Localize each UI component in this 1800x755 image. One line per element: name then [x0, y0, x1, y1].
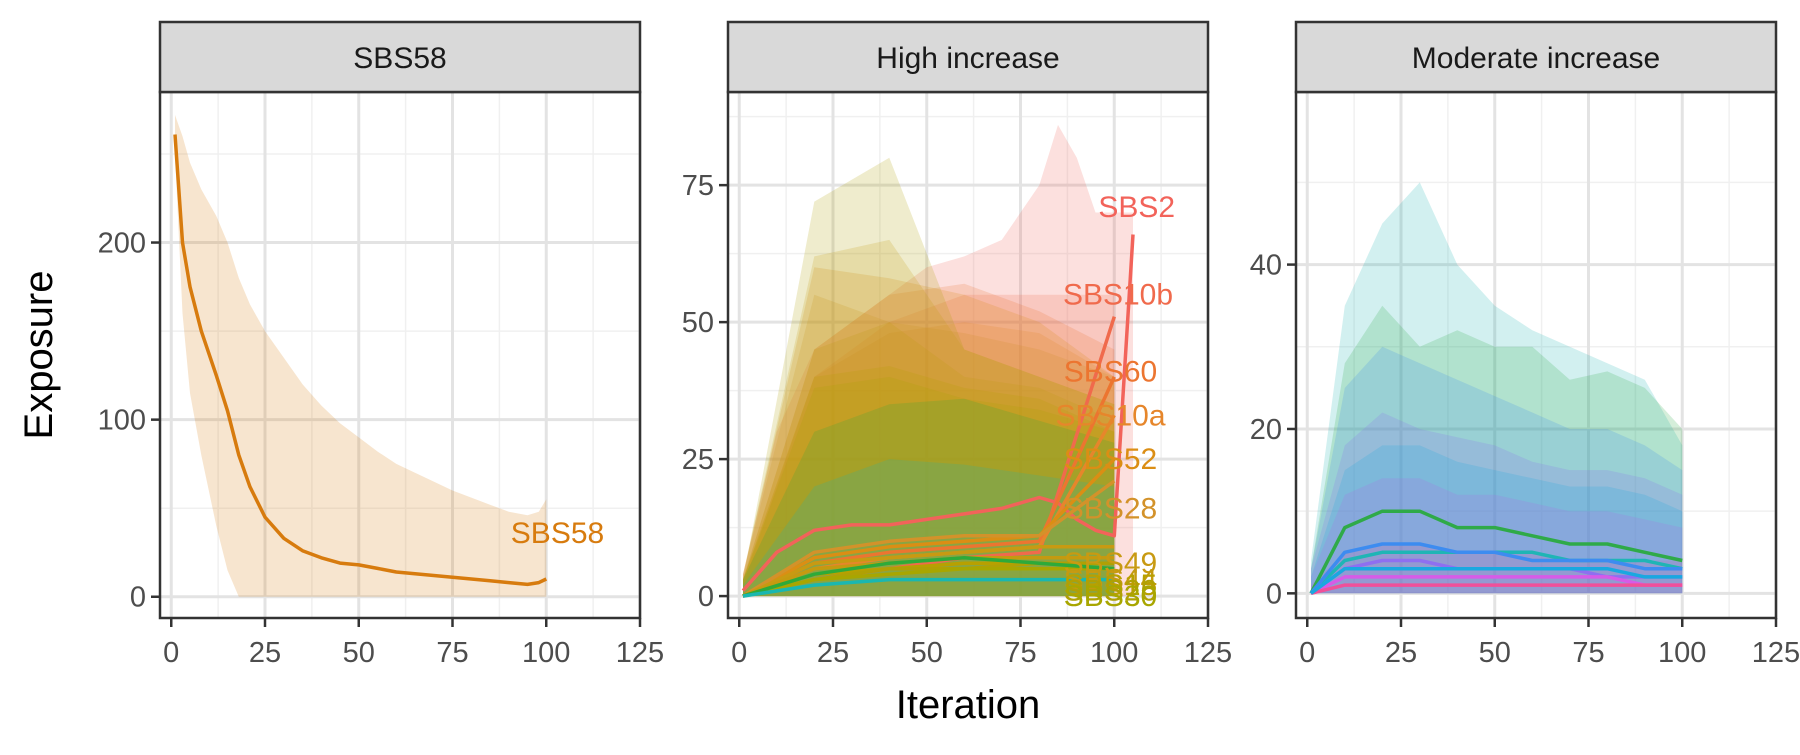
x-tick-label: 100: [1658, 637, 1706, 669]
facet-strip: [1294, 20, 1778, 94]
series-label-sbs10a: SBS10a: [1055, 399, 1165, 432]
facet-panel-1: SBS58 SBS58 0 25 50 75 100 125 0 100 200: [98, 20, 664, 669]
series-label-sbs58: SBS58: [511, 517, 604, 550]
series-line-m5: [1310, 575, 1683, 595]
x-tick-label: 125: [616, 637, 664, 669]
x-tick-label: 50: [1479, 637, 1511, 669]
series-line-m3: [1309, 542, 1683, 595]
panel-data-layer: [741, 124, 1135, 598]
ribbon-m1: [1311, 182, 1683, 594]
series-line-sbs58: [173, 134, 548, 587]
y-tick-label: 40: [1250, 250, 1282, 282]
y-tick-label: 75: [682, 170, 714, 202]
panel-background: [160, 92, 640, 618]
series-label-sbs28: SBS28: [1064, 492, 1157, 525]
series-line-sbs-green: [742, 555, 1115, 598]
facet-strip-label: High increase: [876, 42, 1059, 75]
series-line-m6: [1310, 583, 1683, 596]
ribbon-m2: [1311, 305, 1683, 594]
x-tick-label: 75: [436, 637, 468, 669]
series-label-sbs2: SBS2: [1098, 191, 1175, 224]
series-label-sbs52: SBS52: [1064, 443, 1157, 476]
y-tick-label: 25: [682, 444, 714, 476]
series-line-sbs-teal: [742, 577, 1115, 598]
x-tick-label: 100: [1090, 637, 1138, 669]
panel-data-layer: [173, 115, 548, 597]
facet-strip-label: SBS58: [353, 42, 446, 75]
y-tick-label: 100: [98, 405, 146, 437]
facet-strip: [158, 20, 642, 94]
facet-panel-2: SBS2 SBS10b SBS60 SBS10a SBS52 SBS28 SBS49SBS4…: [682, 20, 1232, 669]
y-axis-title: Exposure: [17, 271, 61, 440]
ribbon-m4: [1311, 412, 1683, 594]
series-line-m7: [1309, 566, 1683, 595]
series-line-sbs52: [742, 457, 1116, 598]
series-line-m2: [1309, 509, 1683, 595]
ribbon-sbs52: [743, 267, 1115, 597]
y-tick-label: 50: [682, 307, 714, 339]
facet-strip-label: Moderate increase: [1412, 42, 1660, 75]
series-label-sbs60: SBS60: [1064, 355, 1157, 388]
x-tick-label: 75: [1004, 637, 1036, 669]
x-tick-label: 75: [1572, 637, 1604, 669]
series-line-sbs30: [742, 566, 1115, 598]
ribbon-sbs26: [743, 157, 1115, 597]
ribbon-sbs58: [175, 115, 547, 597]
x-tick-label: 50: [911, 637, 943, 669]
ribbon-m3: [1311, 346, 1683, 594]
panel-data-layer: [1309, 182, 1683, 596]
x-tick-label: 25: [817, 637, 849, 669]
ribbon-sbs49: [743, 239, 1115, 597]
series-label-sbs44: SBS44: [1064, 564, 1157, 597]
x-tick-label: 0: [163, 637, 179, 669]
y-tick-label: 0: [1266, 578, 1282, 610]
ribbon-sbs28: [743, 294, 1115, 597]
series-label-sbs30: SBS30: [1064, 580, 1157, 613]
y-tick-label: 0: [698, 581, 714, 613]
series-line-sbs49: [742, 545, 1115, 598]
x-tick-label: 50: [343, 637, 375, 669]
x-axis-title: Iteration: [896, 683, 1041, 727]
x-tick-label: 0: [1299, 637, 1315, 669]
series-line-sbs28: [742, 479, 1116, 598]
ribbon-sbs60: [743, 283, 1115, 597]
x-tick-label: 25: [249, 637, 281, 669]
x-tick-label: 125: [1752, 637, 1800, 669]
series-label-sbs49: SBS49: [1064, 547, 1157, 580]
ribbon-sbs2: [743, 124, 1133, 597]
y-tick-label: 20: [1250, 414, 1282, 446]
facet-strip: [726, 20, 1210, 94]
ribbon-sbs10b: [743, 294, 1115, 597]
x-tick-label: 100: [522, 637, 570, 669]
ribbon-m5: [1311, 478, 1683, 594]
ribbon-m7: [1311, 445, 1683, 594]
panel-background: [728, 92, 1208, 618]
y-tick-label: 0: [130, 582, 146, 614]
x-tick-label: 125: [1184, 637, 1232, 669]
x-tick-label: 25: [1385, 637, 1417, 669]
x-tick-label: 0: [731, 637, 747, 669]
facet-panel-3: Moderate increase 0 25 50 75 100 125 0 20 40: [1250, 20, 1800, 669]
panel-background: [1296, 92, 1776, 618]
y-tick-label: 200: [98, 228, 146, 260]
series-label-sbs10b: SBS10b: [1063, 279, 1173, 312]
series-label-sbs26: SBS26: [1064, 575, 1157, 608]
series-line-sbs2: [741, 234, 1135, 592]
series-label-sbs15: SBS15: [1064, 569, 1157, 602]
